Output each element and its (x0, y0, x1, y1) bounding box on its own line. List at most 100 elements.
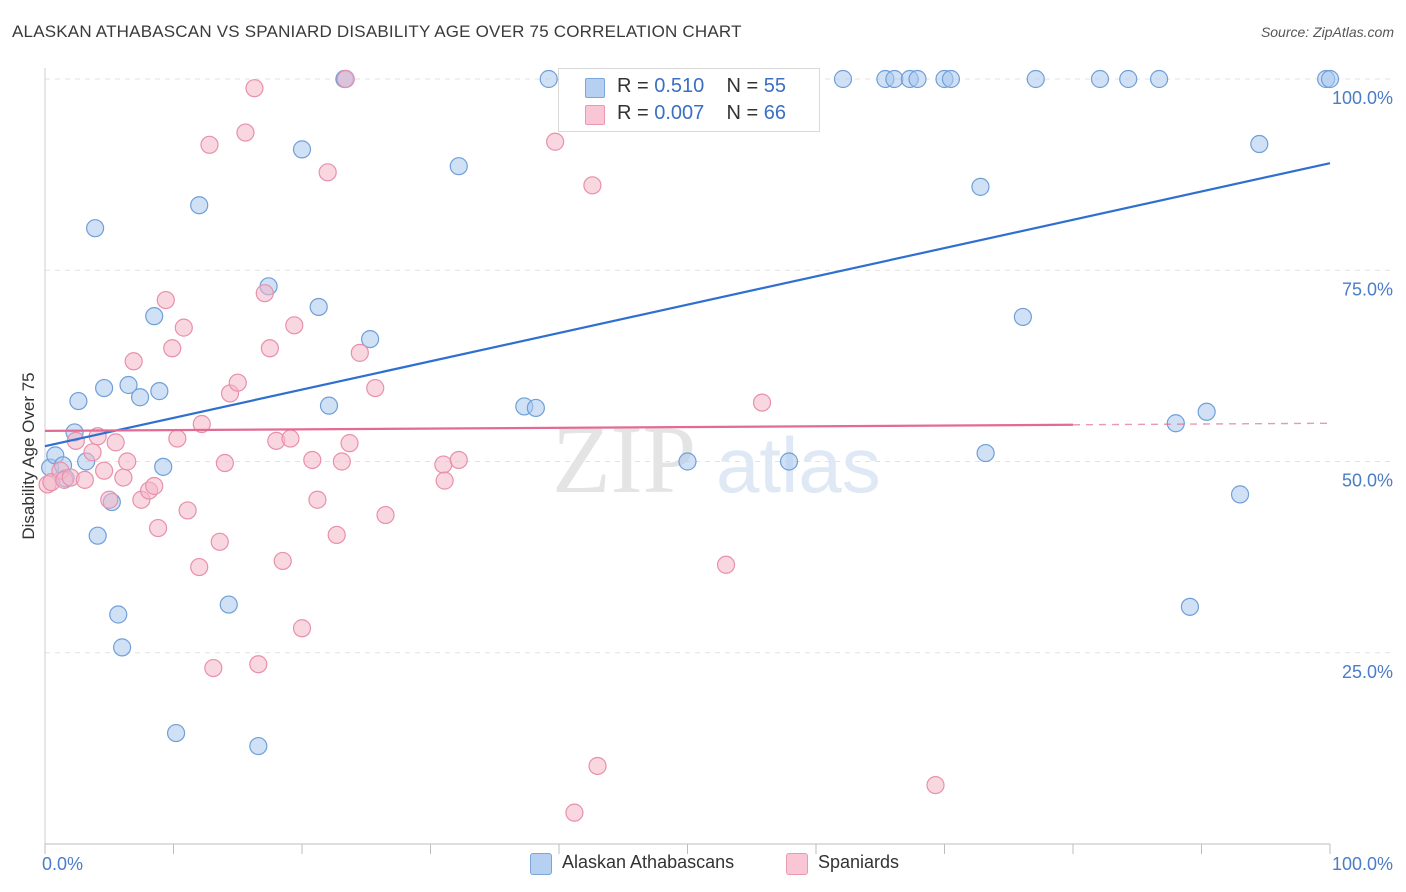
spaniard-point (292, 619, 312, 638)
spaniard-point (366, 378, 385, 398)
axes (44, 68, 1331, 854)
y-tick-labels: 25.0% 50.0% 75.0% 100.0% (1332, 88, 1393, 682)
y-axis-title: Disability Age Over 75 (19, 372, 38, 539)
spaniard-trendline (44, 423, 1074, 432)
athabascan-point (1166, 414, 1185, 433)
athabascan-point (249, 736, 268, 756)
athabascan-point (1197, 402, 1216, 421)
athabascan-point (1013, 307, 1032, 327)
trendlines (44, 162, 1331, 448)
spaniard-point (148, 518, 168, 538)
chart-title: ALASKAN ATHABASCAN VS SPANIARD DISABILIT… (12, 22, 742, 41)
athabascan-point (885, 69, 904, 89)
athabascan-point (449, 157, 468, 176)
spaniard-point (350, 343, 369, 362)
spaniard-point (583, 176, 602, 195)
y-tick-label: 100.0% (1332, 88, 1393, 108)
athabascan-point (119, 375, 138, 395)
spaniard-point (434, 455, 453, 474)
bottom-legend-label: Spaniards (818, 852, 900, 872)
spaniard-point (210, 532, 229, 551)
spaniard-point (118, 452, 137, 471)
athabascan-point (109, 605, 128, 624)
spaniard-point (106, 433, 125, 452)
spaniard-point (228, 373, 247, 392)
legend-text-athabascans: R = 0.510 N = 55 (617, 75, 786, 98)
spaniard-point (236, 123, 255, 142)
athabascan-point (309, 297, 328, 317)
athabascan-point (539, 69, 558, 89)
y-tick-label: 75.0% (1342, 279, 1393, 299)
spaniard-point (192, 414, 211, 434)
athabascan-point (145, 307, 164, 326)
spaniard-point (204, 658, 223, 678)
spaniard-point (926, 775, 945, 795)
spaniard-point (190, 557, 209, 577)
grid-lines (45, 78, 1392, 654)
athabascan-point (833, 69, 853, 89)
watermark-atlas: atlas (716, 421, 881, 509)
spaniard-point (327, 525, 346, 545)
watermark-zip: ZIP (552, 406, 696, 513)
spaniard-point (435, 471, 454, 490)
spaniard-point (249, 655, 268, 674)
spaniard-point (318, 163, 337, 182)
athabascan-point (1320, 69, 1340, 89)
spaniard-point (168, 429, 187, 448)
spaniard-point (303, 450, 322, 470)
spaniard-point (340, 434, 359, 453)
spaniard-point (285, 316, 304, 335)
spaniard-point (449, 450, 468, 470)
watermark: ZIP atlas (552, 406, 881, 513)
spaniard-point (281, 429, 300, 448)
correlation-legend: R = 0.510 N = 55 R = 0.007 N = 66 (558, 68, 820, 132)
x-tick-label-max: 100.0% (1332, 854, 1393, 874)
athabascan-point (112, 638, 132, 657)
spaniard-point (376, 505, 395, 525)
spaniard-point (588, 756, 607, 776)
athabascan-point (678, 452, 697, 471)
legend-swatch-blue (585, 78, 605, 98)
athabascan-point (88, 526, 107, 545)
spaniard-point (114, 468, 133, 487)
athabascan-point (1180, 597, 1200, 616)
athabascan-point (908, 69, 927, 89)
y-tick-label: 25.0% (1342, 662, 1393, 682)
athabascan-point (1149, 69, 1169, 89)
athabascan-point (190, 196, 209, 215)
legend-r-label: R = (617, 75, 655, 97)
spaniard-point (75, 470, 94, 489)
bottom-legend-swatch-pink (786, 853, 808, 875)
spaniard-point (163, 339, 182, 358)
spaniard-point (332, 452, 351, 471)
athabascan-point (130, 388, 150, 407)
athabascan-point (526, 398, 545, 418)
legend-text-spaniards: R = 0.007 N = 66 (617, 102, 786, 125)
legend-n-value: 55 (763, 75, 787, 97)
athabascan-point (1119, 69, 1138, 89)
bottom-legend-swatch-blue (530, 853, 552, 875)
spaniard-point (124, 352, 143, 371)
athabascan-point (86, 219, 105, 238)
spaniard-point (273, 551, 292, 571)
athabascan-point (69, 391, 88, 411)
spaniard-point (255, 284, 274, 303)
athabascan-point (319, 396, 339, 415)
athabascan-point (361, 330, 380, 349)
spaniard-point (145, 476, 164, 496)
athabascan-point (779, 452, 799, 471)
athabascan-point (219, 595, 238, 614)
spaniard-point (200, 135, 219, 154)
bottom-legend-label: Alaskan Athabascans (562, 852, 735, 872)
spaniard-point (245, 79, 264, 98)
athabascan-point (166, 723, 186, 743)
y-tick-label: 50.0% (1342, 471, 1393, 491)
legend-n-label: N = (726, 75, 764, 97)
legend-n-label: N = (726, 102, 764, 124)
spaniard-point (215, 453, 234, 473)
athabascan-point (941, 69, 961, 89)
spaniard-point (95, 461, 114, 480)
athabascan-point (1230, 485, 1250, 504)
athabascan-point (150, 382, 169, 401)
